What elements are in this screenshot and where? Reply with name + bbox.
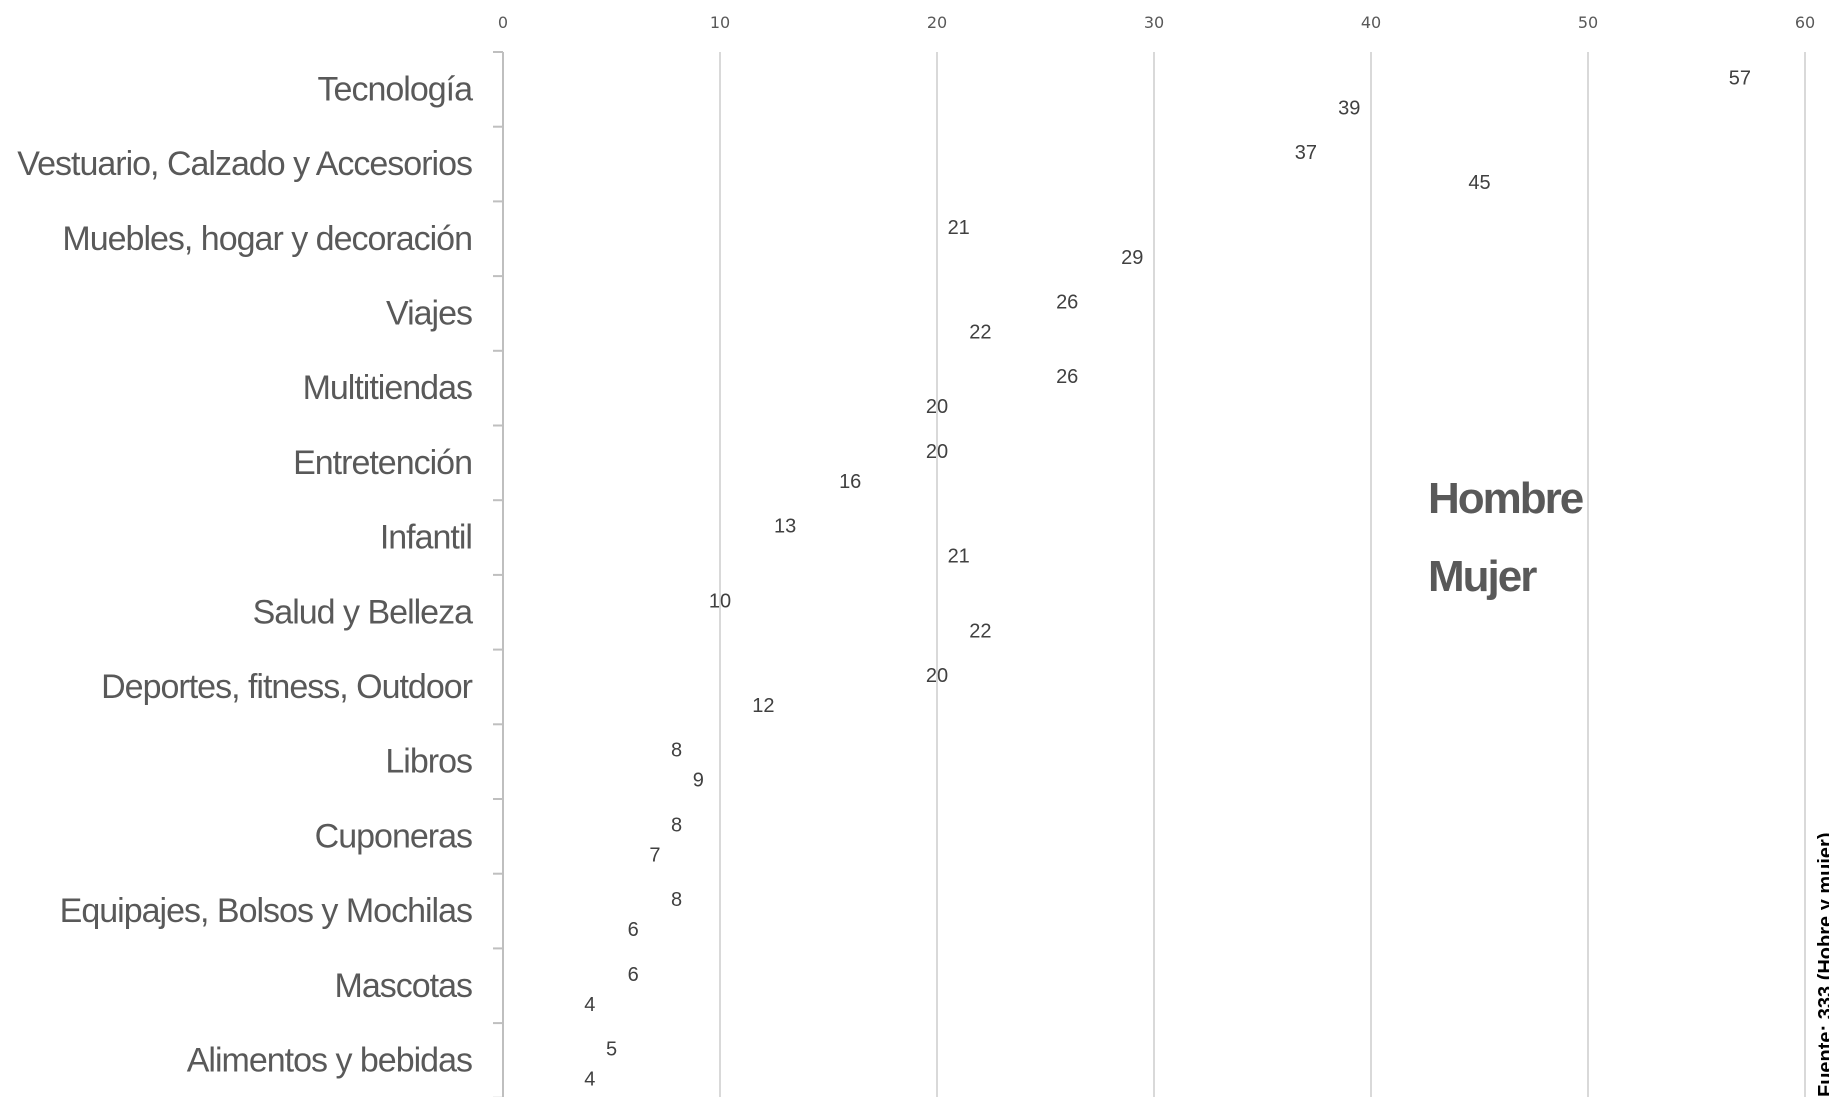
legend-mujer: Mujer (1428, 552, 1537, 601)
y-axis (493, 51, 504, 1097)
category-label: Cuponeras (315, 817, 472, 855)
data-labels: 5739374521292622262020161321102220128987… (584, 67, 1751, 1090)
x-tick-label: 40 (1361, 13, 1381, 32)
category-label: Mascotas (335, 967, 473, 1005)
data-label-mujer: 4 (584, 1068, 595, 1090)
x-tick-label: 10 (710, 13, 730, 32)
category-label: Equipajes, Bolsos y Mochilas (60, 892, 472, 930)
category-label: Entretención (293, 444, 472, 482)
legend: Hombre Mujer (1428, 474, 1585, 601)
legend-hombre: Hombre (1428, 474, 1583, 523)
data-label-mujer: 22 (969, 321, 991, 343)
data-label-mujer: 20 (926, 396, 948, 418)
x-tick-label: 0 (498, 13, 508, 32)
data-label-hombre: 26 (1056, 291, 1078, 313)
category-label: Infantil (380, 519, 472, 557)
gridlines (719, 52, 1806, 1097)
category-label: Libros (385, 743, 472, 781)
data-label-hombre: 8 (671, 889, 682, 911)
category-label: Muebles, hogar y decoración (62, 220, 472, 258)
category-label: Viajes (386, 294, 472, 332)
data-label-hombre: 13 (774, 516, 796, 538)
x-tick-labels: 0 10 20 30 40 50 60 (498, 13, 1815, 32)
data-label-hombre: 37 (1295, 142, 1317, 164)
data-label-hombre: 57 (1729, 67, 1751, 89)
data-label-hombre: 8 (671, 740, 682, 762)
data-label-mujer: 29 (1121, 247, 1143, 269)
data-label-mujer: 22 (969, 620, 991, 642)
data-label-hombre: 10 (709, 590, 731, 612)
category-label: Deportes, fitness, Outdoor (101, 668, 473, 706)
data-label-mujer: 45 (1468, 172, 1490, 194)
data-label-hombre: 26 (1056, 366, 1078, 388)
x-tick-label: 50 (1578, 13, 1598, 32)
data-label-mujer: 6 (628, 919, 639, 941)
data-label-mujer: 4 (584, 994, 595, 1016)
data-label-hombre: 21 (948, 217, 970, 239)
data-label-mujer: 9 (693, 770, 704, 792)
x-tick-label: 20 (927, 13, 947, 32)
category-label: Tecnología (318, 70, 474, 108)
data-label-mujer: 7 (649, 844, 660, 866)
category-label: Salud y Belleza (253, 593, 473, 631)
data-label-hombre: 6 (628, 964, 639, 986)
source-note: Fuente: 333 (Hobre y mujer) (1815, 832, 1829, 1097)
x-tick-label: 60 (1795, 13, 1815, 32)
data-label-hombre: 20 (926, 665, 948, 687)
data-label-mujer: 16 (839, 471, 861, 493)
x-tick-label: 30 (1144, 13, 1164, 32)
data-label-hombre: 8 (671, 814, 682, 836)
data-label-hombre: 20 (926, 441, 948, 463)
data-label-hombre: 5 (606, 1038, 617, 1060)
category-label: Alimentos y bebidas (187, 1041, 472, 1079)
data-label-mujer: 39 (1338, 97, 1360, 119)
category-labels: Tecnología Vestuario, Calzado y Accesorio… (17, 70, 474, 1079)
category-label: Vestuario, Calzado y Accesorios (17, 145, 472, 183)
data-label-mujer: 21 (948, 546, 970, 568)
data-label-mujer: 12 (752, 695, 774, 717)
category-label: Multitiendas (303, 369, 472, 407)
